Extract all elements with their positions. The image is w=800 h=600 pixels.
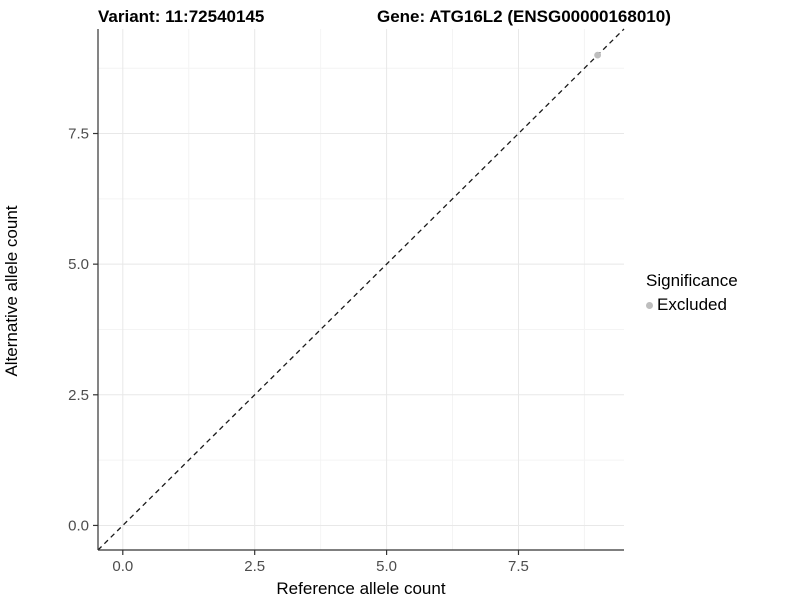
- legend-title: Significance: [646, 271, 738, 290]
- y-tick-label: 0.0: [68, 517, 89, 534]
- x-tick-label: 7.5: [508, 558, 529, 575]
- y-axis-title: Alternative allele count: [2, 205, 21, 377]
- x-tick-label: 5.0: [376, 558, 397, 575]
- variant-title: Variant: 11:72540145: [98, 7, 265, 26]
- legend-item-excluded: Excluded: [646, 295, 738, 315]
- gene-title: Gene: ATG16L2 (ENSG00000168010): [377, 7, 671, 26]
- x-axis-title: Reference allele count: [276, 579, 446, 598]
- y-tick-label: 5.0: [68, 256, 89, 273]
- x-tick-label: 2.5: [244, 558, 265, 575]
- legend: Significance Excluded: [646, 271, 738, 315]
- identity-reference-line: [97, 28, 625, 551]
- legend-point-icon: [646, 301, 653, 309]
- x-tick-label: 0.0: [112, 558, 133, 575]
- y-tick-label: 2.5: [68, 387, 89, 404]
- legend-item-label: Excluded: [657, 295, 727, 314]
- data-point-excluded: [594, 51, 602, 59]
- y-tick-label: 7.5: [68, 126, 89, 143]
